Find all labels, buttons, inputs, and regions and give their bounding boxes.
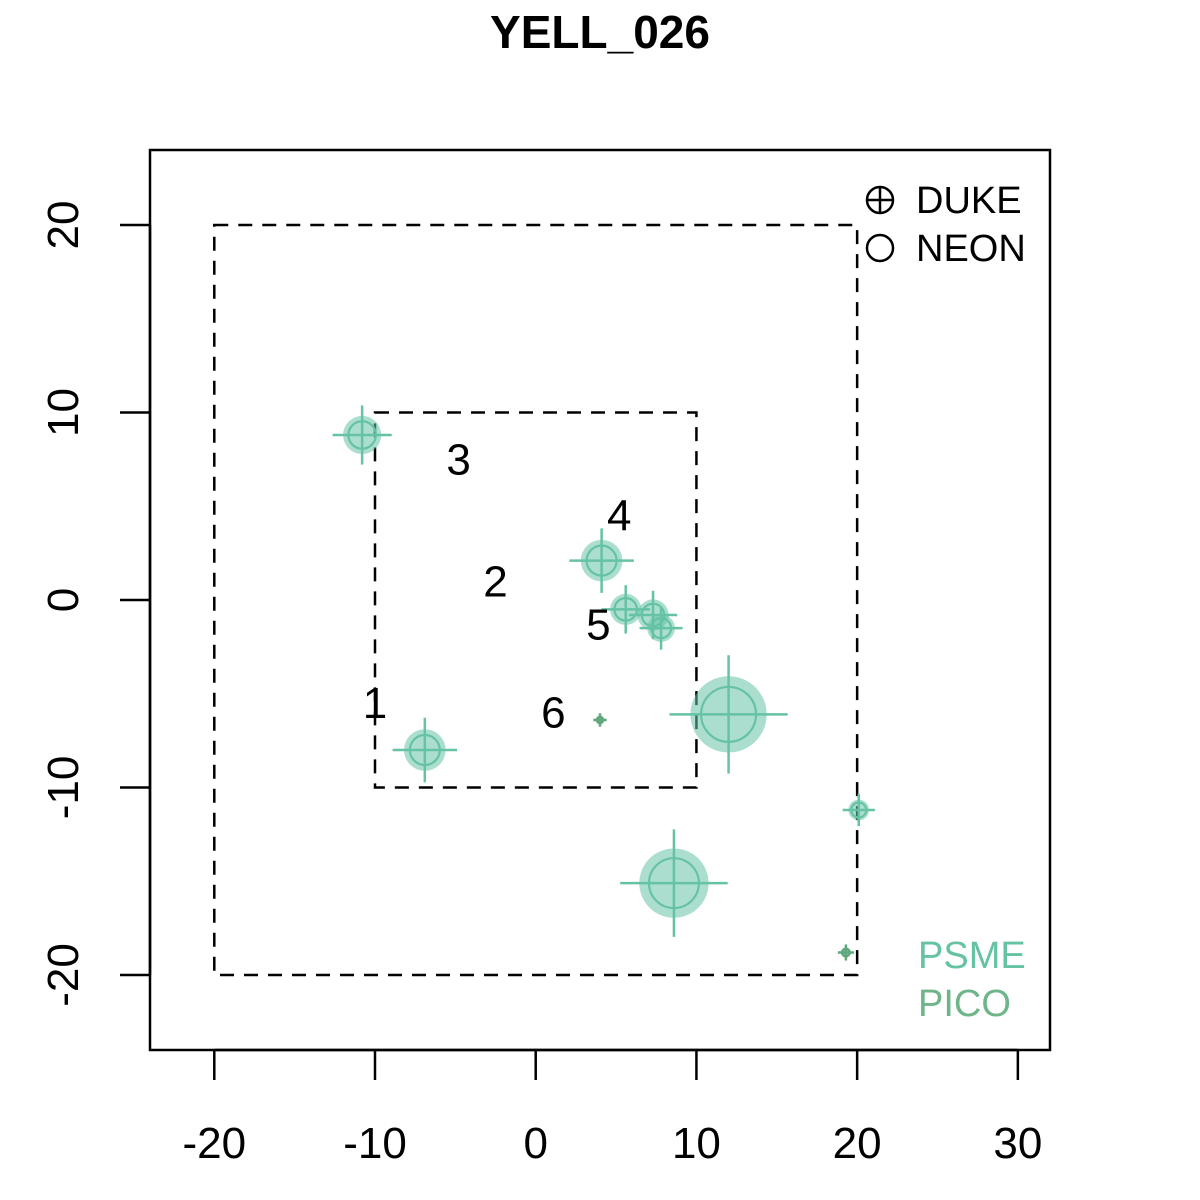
x-tick-label: 30 [993,1119,1042,1168]
legend-label: NEON [916,228,1026,270]
y-tick-label: -20 [39,943,88,1007]
data-point [837,944,854,961]
data-point [569,528,634,593]
species-legend: PSME PICO [918,935,1026,1025]
data-point [392,717,458,783]
data-point [332,405,392,465]
subplot-label: 5 [586,600,610,649]
x-tick-label: 20 [833,1119,882,1168]
data-point [842,793,875,827]
subplot-labels: 1 2 3 4 56 [363,435,632,737]
species-label: PICO [918,983,1011,1025]
boundary-0 [213,223,859,977]
y-tick-label: 0 [39,588,88,612]
subplot-label: 3 [446,435,470,484]
species-label: PSME [918,935,1026,977]
chart-title: YELL_026 [490,6,710,58]
data-point [639,606,683,650]
data-point [593,713,607,727]
x-tick-label: 0 [523,1119,547,1168]
x-tick-label: -10 [343,1119,407,1168]
data-point [620,829,728,937]
source-legend: DUKE NEON [865,180,1026,270]
plot-boundaries [213,223,859,977]
data-points [332,405,875,961]
subplot-label: 6 [541,689,565,738]
y-tick-label: 10 [39,388,88,437]
legend-label: DUKE [916,180,1022,222]
y-tick-label: -10 [39,756,88,820]
y-tick-label: 20 [39,201,88,250]
x-tick-label: -20 [182,1119,246,1168]
boundary-1 [373,411,698,789]
subplot-label: 1 [363,679,387,728]
y-axis: -20 -10 0 10 20 [39,201,152,1007]
x-axis: -20 -10 0 10 20 30 [182,1048,1042,1168]
legend-symbol-neon [865,233,895,263]
data-point [669,655,788,774]
subplot-label: 4 [607,492,631,541]
x-tick-label: 10 [672,1119,721,1168]
subplot-label: 2 [483,557,507,606]
data-point [601,585,650,634]
